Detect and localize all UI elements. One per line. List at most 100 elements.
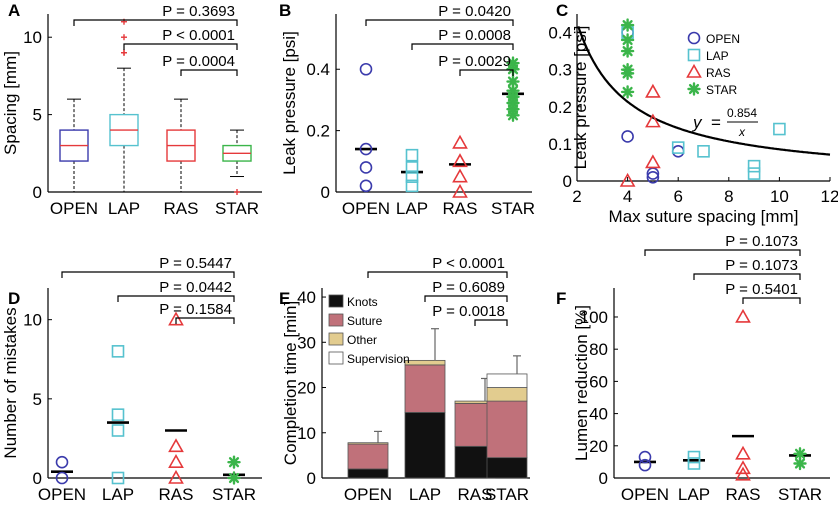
y-axis-title: Lumen reduction [%]: [572, 305, 591, 461]
bar-segment-knots: [404, 412, 446, 479]
star-data-point: [227, 455, 241, 469]
ras-data-point: [645, 154, 661, 169]
legend-label: Suture: [347, 314, 383, 328]
panel-letter: C: [556, 1, 568, 20]
star-stroke: [794, 448, 806, 459]
y-tick-label: 100: [580, 308, 608, 327]
bar-segment-knots: [486, 457, 528, 479]
y-tick-label: 0.3: [548, 61, 572, 80]
legend-label: RAS: [706, 66, 731, 80]
open-data-point: [638, 450, 652, 464]
y-tick-label: 0: [33, 183, 42, 202]
p-value-label: P < 0.0001: [432, 255, 505, 272]
legend-swatch-other: [328, 332, 344, 346]
y-axis-title: Number of mistakes: [1, 307, 20, 458]
y-tick-label: 80: [589, 340, 608, 359]
x-category-label: STAR: [212, 485, 256, 504]
x-category-label: STAR: [215, 199, 259, 218]
y-axis-title: Leak pressure [psi]: [571, 26, 590, 170]
y-tick-label: 0: [563, 172, 572, 191]
ras-data-point: [735, 466, 751, 481]
open-data-point: [359, 142, 373, 156]
star-data-point: [620, 66, 635, 81]
ras-data-point: [735, 308, 751, 323]
y-tick-label: 5: [33, 390, 42, 409]
y-tick-label: 5: [33, 106, 42, 125]
p-value-label: P = 0.0029: [438, 53, 511, 70]
p-value-label: P = 0.0442: [159, 279, 232, 296]
y-tick-label: 0.2: [306, 122, 330, 141]
lap-data-point: [405, 179, 419, 193]
star-data-point: [620, 33, 635, 47]
lap-data-point: [747, 159, 761, 173]
y-axis-title: Leak pressure [psi]: [280, 31, 299, 175]
y-axis-title: Spacing [mm]: [1, 51, 20, 155]
lap-data-point: [747, 167, 761, 180]
star-data-point: [227, 471, 241, 485]
y-tick-label: 0: [33, 469, 42, 488]
y-tick-label: 40: [589, 405, 608, 424]
p-value-label: P = 0.1073: [725, 257, 798, 274]
x-tick-label: 2: [572, 187, 581, 206]
star-stroke: [507, 110, 519, 121]
y-tick-label: 0.4: [306, 60, 330, 79]
star-data-point: [620, 85, 635, 99]
legend-label: Knots: [347, 295, 378, 309]
p-value-label: P = 0.5447: [159, 255, 232, 272]
bar-segment-suture: [404, 364, 446, 413]
significance-bracket: [180, 69, 238, 76]
open-data-point: [646, 170, 660, 184]
x-category-label: LAP: [409, 485, 441, 504]
y-tick-label: 20: [589, 437, 608, 456]
panel-letter: F: [556, 289, 566, 308]
y-axis-title: Completion time [min]: [281, 301, 300, 465]
star-stroke: [794, 458, 806, 469]
legend-marker-star: [687, 82, 701, 96]
fit-curve: [577, 26, 831, 156]
ras-data-point: [645, 83, 661, 98]
significance-bracket: [123, 43, 238, 50]
bar-segment-suture: [486, 400, 528, 459]
star-data-point: [506, 108, 520, 122]
ras-data-point: [735, 445, 751, 460]
lap-data-point: [405, 161, 419, 174]
legend-label: Other: [347, 333, 377, 347]
outlier-point: [121, 34, 127, 41]
equation-denominator: x: [738, 125, 746, 139]
x-category-label: RAS: [164, 199, 199, 218]
p-value-label: P = 0.3693: [162, 3, 235, 20]
panel-letter: E: [279, 289, 290, 308]
lap-data-point: [773, 122, 786, 136]
lap-data-point: [405, 170, 419, 183]
star-stroke: [622, 68, 633, 79]
equation-numerator: 0.854: [727, 106, 757, 120]
open-data-point: [671, 145, 685, 158]
open-data-point: [55, 471, 69, 485]
bar-segment-other: [486, 387, 528, 402]
lap-data-point: [111, 345, 125, 358]
x-tick-label: 4: [623, 187, 632, 206]
x-category-label: LAP: [102, 485, 134, 504]
star-stroke: [622, 34, 633, 46]
x-category-label: LAP: [108, 199, 140, 218]
lap-data-point: [697, 145, 710, 158]
x-category-label: LAP: [396, 199, 428, 218]
p-value-label: P = 0.6089: [432, 279, 505, 296]
y-tick-label: 0.1: [548, 135, 572, 154]
x-tick-label: 10: [770, 187, 789, 206]
y-tick-label: 10: [23, 311, 42, 330]
star-data-point: [620, 44, 635, 58]
lap-data-point: [111, 471, 125, 485]
x-category-label: OPEN: [344, 485, 392, 504]
significance-bracket: [742, 297, 801, 304]
star-stroke: [507, 76, 519, 87]
significance-bracket: [644, 249, 801, 256]
significance-bracket: [424, 295, 508, 302]
x-category-label: OPEN: [38, 485, 86, 504]
significance-bracket: [61, 271, 235, 278]
open-data-point: [359, 161, 373, 174]
y-tick-label: 30: [297, 333, 316, 352]
open-data-point: [638, 458, 652, 472]
y-tick-label: 20: [297, 379, 316, 398]
